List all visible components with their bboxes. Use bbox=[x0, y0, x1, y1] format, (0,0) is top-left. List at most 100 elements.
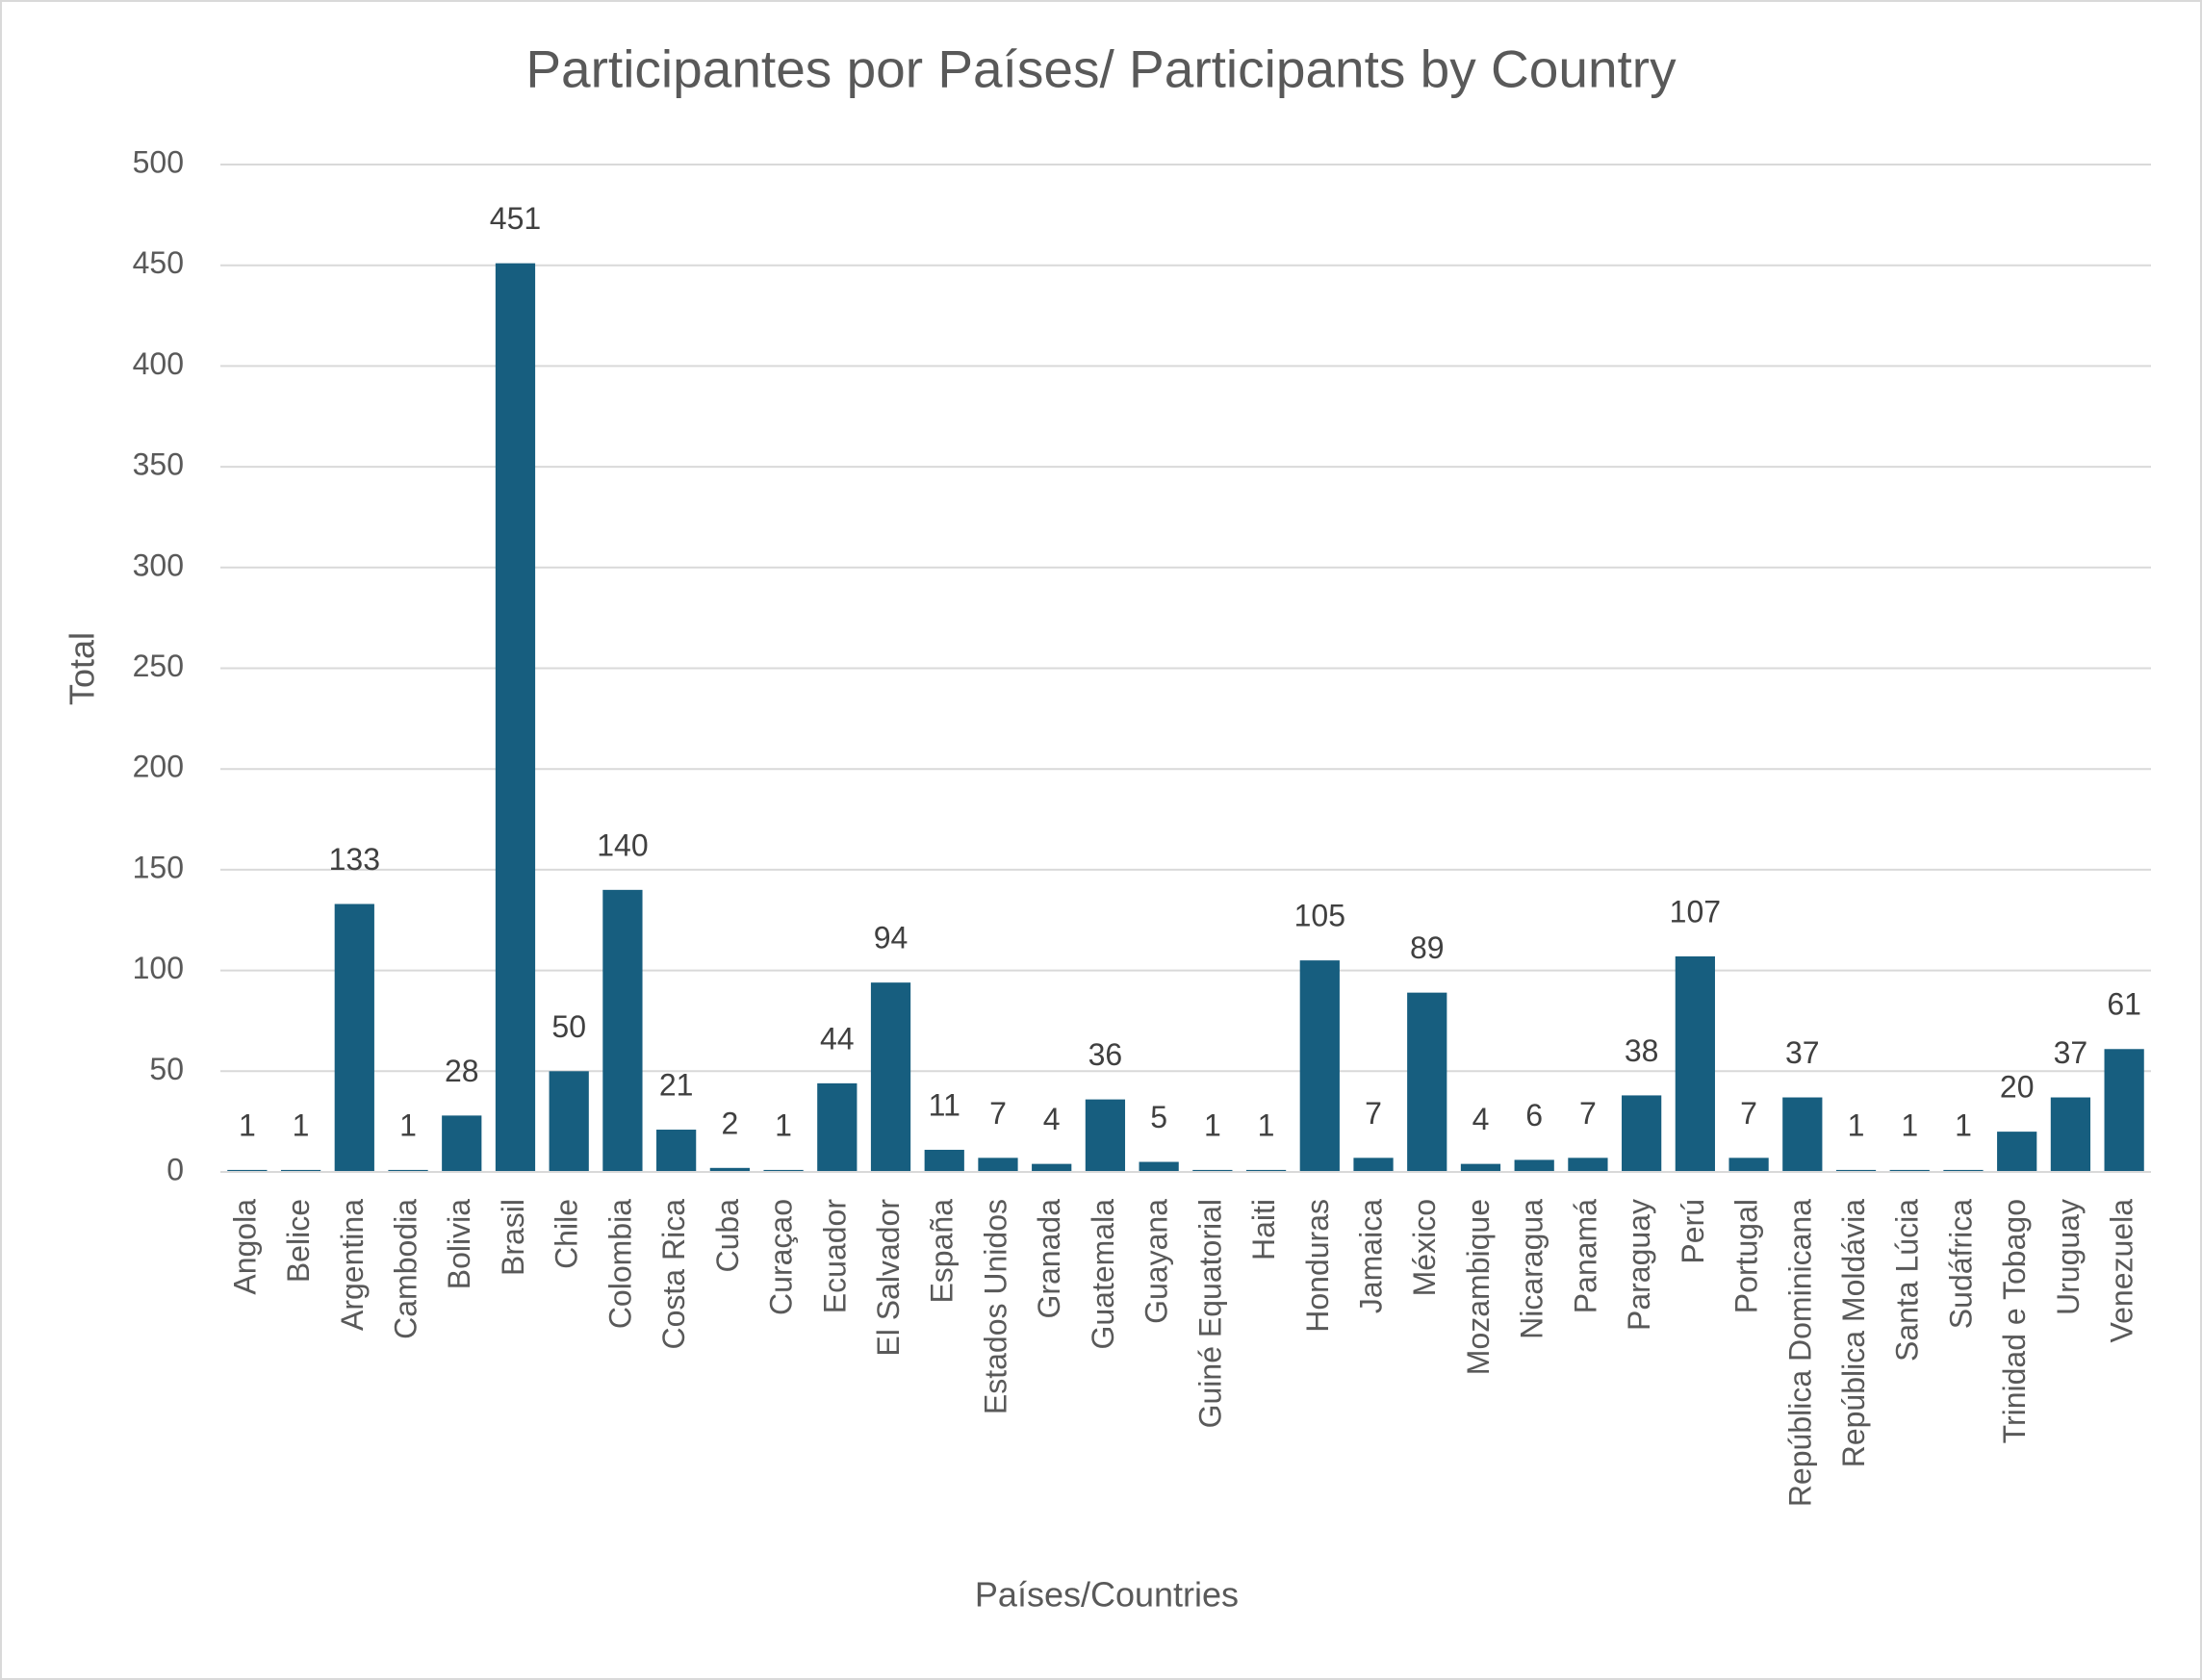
data-label: 7 bbox=[989, 1096, 1007, 1131]
bar bbox=[1568, 1158, 1608, 1172]
data-label: 107 bbox=[1670, 894, 1721, 929]
x-tick-label: Belice bbox=[281, 1199, 316, 1283]
data-label: 1 bbox=[1848, 1107, 1865, 1142]
data-label: 1 bbox=[775, 1107, 792, 1142]
y-tick-label: 450 bbox=[133, 245, 184, 280]
data-label: 1 bbox=[399, 1107, 417, 1142]
bar bbox=[763, 1169, 804, 1172]
bar bbox=[549, 1071, 589, 1172]
bar bbox=[388, 1169, 428, 1172]
x-tick-label: Ecuador bbox=[817, 1199, 852, 1314]
data-label: 38 bbox=[1625, 1033, 1659, 1068]
x-tick-label: República Dominicana bbox=[1782, 1199, 1817, 1507]
bar bbox=[1353, 1158, 1394, 1172]
y-tick-label: 100 bbox=[133, 951, 184, 985]
bar bbox=[227, 1169, 268, 1172]
x-tick-label: Uruguay bbox=[2051, 1199, 2086, 1315]
bar bbox=[1622, 1095, 1662, 1172]
x-tick-label: Nicaragua bbox=[1515, 1199, 1549, 1339]
x-tick-label: Haiti bbox=[1246, 1199, 1281, 1260]
data-label: 7 bbox=[1365, 1096, 1382, 1131]
bar bbox=[1889, 1169, 1930, 1172]
x-axis-title: Países/Countries bbox=[975, 1575, 1239, 1615]
bar bbox=[1997, 1132, 2037, 1172]
data-label: 4 bbox=[1043, 1102, 1061, 1136]
bar bbox=[1139, 1161, 1179, 1172]
x-tick-label: Costa Rica bbox=[656, 1199, 691, 1350]
bar bbox=[2050, 1097, 2091, 1172]
x-tick-label: República Moldávia bbox=[1836, 1199, 1871, 1467]
data-label: 1 bbox=[239, 1107, 256, 1142]
x-tick-label: Santa Lúcia bbox=[1890, 1199, 1925, 1362]
x-tick-label: Jamaica bbox=[1353, 1199, 1388, 1313]
bar bbox=[334, 904, 374, 1172]
data-label: 5 bbox=[1150, 1100, 1167, 1134]
data-label: 1 bbox=[1258, 1107, 1275, 1142]
y-tick-label: 400 bbox=[133, 346, 184, 381]
bar bbox=[1299, 960, 1340, 1172]
x-tick-label: Granada bbox=[1032, 1199, 1066, 1319]
bar bbox=[1675, 955, 1715, 1172]
bar bbox=[2104, 1049, 2144, 1172]
bar bbox=[656, 1130, 697, 1172]
data-label: 451 bbox=[490, 201, 541, 236]
data-label: 20 bbox=[2000, 1070, 2035, 1105]
data-label: 44 bbox=[820, 1021, 855, 1056]
x-tick-label: Bolivia bbox=[442, 1199, 476, 1289]
y-tick-label: 50 bbox=[149, 1052, 184, 1086]
data-label: 50 bbox=[551, 1009, 586, 1044]
x-tick-label: Angola bbox=[227, 1199, 262, 1295]
data-label: 2 bbox=[721, 1106, 738, 1140]
x-tick-label: Estados Unidos bbox=[978, 1199, 1012, 1414]
bar bbox=[1782, 1097, 1823, 1172]
x-tick-label: Cambodia bbox=[388, 1199, 422, 1339]
x-tick-label: Panamá bbox=[1568, 1199, 1602, 1313]
data-label: 28 bbox=[445, 1054, 479, 1088]
x-tick-label: Trinidad e Tobago bbox=[1997, 1199, 2032, 1443]
data-label: 37 bbox=[2054, 1035, 2088, 1070]
data-label: 1 bbox=[1901, 1107, 1918, 1142]
x-tick-label: Guiné Equatorial bbox=[1192, 1199, 1227, 1428]
bar bbox=[709, 1167, 750, 1172]
data-label: 105 bbox=[1294, 899, 1345, 933]
y-tick-label: 300 bbox=[133, 547, 184, 582]
bar bbox=[817, 1082, 858, 1172]
bar bbox=[442, 1115, 482, 1172]
bar bbox=[978, 1158, 1018, 1172]
y-tick-label: 250 bbox=[133, 649, 184, 683]
data-label: 1 bbox=[1204, 1107, 1221, 1142]
bar bbox=[1514, 1159, 1554, 1172]
data-label: 4 bbox=[1472, 1102, 1490, 1136]
chart-title: Participantes por Países/ Participants b… bbox=[525, 39, 1677, 99]
x-tick-label: México bbox=[1407, 1199, 1442, 1296]
data-label: 1 bbox=[1955, 1107, 1972, 1142]
x-tick-label: Curaçao bbox=[764, 1199, 799, 1315]
y-tick-label: 350 bbox=[133, 447, 184, 482]
bar bbox=[1032, 1163, 1072, 1172]
y-tick-label: 500 bbox=[133, 144, 184, 179]
data-label: 37 bbox=[1785, 1035, 1820, 1070]
bar bbox=[924, 1149, 964, 1172]
y-tick-label: 200 bbox=[133, 750, 184, 784]
x-tick-label: Argentina bbox=[335, 1199, 370, 1331]
x-tick-label: Honduras bbox=[1300, 1199, 1335, 1333]
x-tick-label: Paraguay bbox=[1622, 1199, 1656, 1331]
y-tick-label: 150 bbox=[133, 850, 184, 884]
bar bbox=[1460, 1163, 1501, 1172]
bar bbox=[1835, 1169, 1877, 1172]
data-label: 133 bbox=[329, 842, 380, 877]
data-label: 11 bbox=[929, 1087, 960, 1122]
bar bbox=[1407, 992, 1447, 1172]
data-label: 140 bbox=[597, 827, 648, 862]
data-label: 7 bbox=[1579, 1096, 1597, 1131]
x-tick-label: Guatemala bbox=[1086, 1199, 1120, 1350]
bar bbox=[1192, 1169, 1233, 1172]
bar bbox=[602, 889, 643, 1172]
data-label: 21 bbox=[659, 1067, 694, 1102]
x-tick-label: Colombia bbox=[602, 1199, 637, 1329]
x-tick-label: Sudáfrica bbox=[1943, 1199, 1978, 1329]
x-tick-label: Brasil bbox=[496, 1199, 530, 1276]
data-label: 1 bbox=[293, 1107, 310, 1142]
data-label: 61 bbox=[2107, 987, 2141, 1022]
